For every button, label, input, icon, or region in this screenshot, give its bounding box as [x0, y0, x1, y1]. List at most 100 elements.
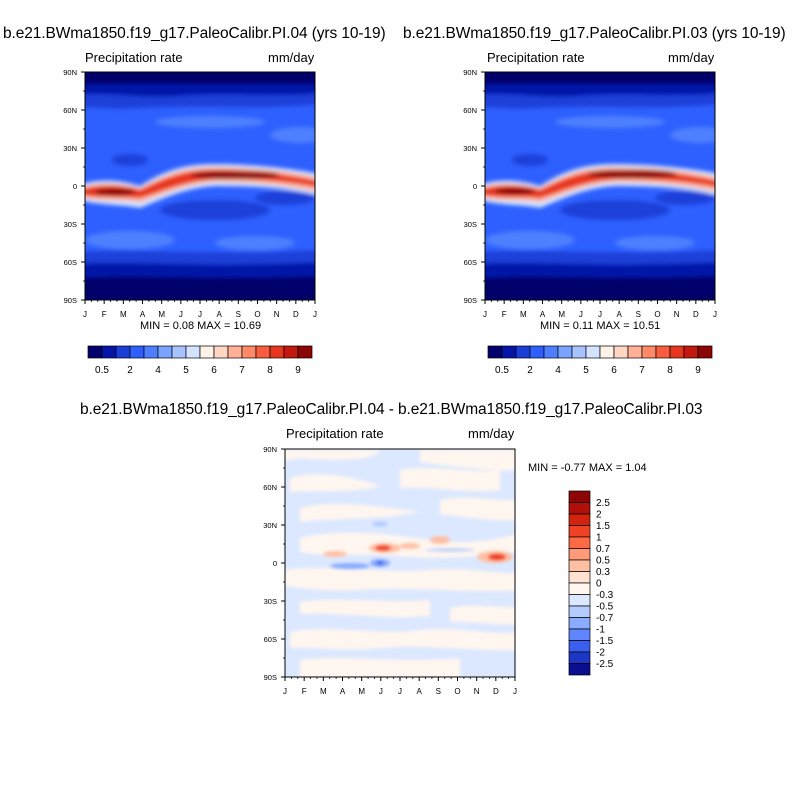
panel3-x-tick-label: J: [398, 687, 402, 696]
panel3-x-tick-label: D: [493, 687, 499, 696]
panel1-colorbar-label: 0.5: [95, 365, 109, 376]
panel2-colorbar-swatch: [557, 345, 573, 359]
panel2-colorbar-swatch: [599, 345, 615, 359]
panel3-colorbar-label: 1.5: [596, 521, 610, 532]
panel1-y-tick-label: 90S: [64, 296, 77, 305]
panel1-x-tick-label: M: [120, 310, 127, 319]
panel1-min-max: MIN = 0.08 MAX = 10.69: [140, 320, 262, 332]
panel3-x-tick-label: M: [358, 687, 365, 696]
panel2-colorbar-swatch: [501, 345, 517, 359]
panel3-colorbar-swatch: [568, 651, 591, 664]
panel1-colorbar-label: 8: [267, 365, 273, 376]
panel1-y-tick-label: 60N: [63, 106, 77, 115]
panel2-colorbar-swatch: [669, 345, 685, 359]
panel2-colorbar-swatch: [683, 345, 699, 359]
panel1-colorbar-swatch: [157, 345, 173, 359]
panel3-colorbar-label: -0.3: [596, 590, 614, 601]
panel3-colorbar-swatch: [568, 663, 591, 676]
panel1-colorbar: 0.5 2 4 5 6 7 8 9: [87, 345, 313, 376]
panel2-x-tick-label: J: [598, 310, 602, 319]
panel2-colorbar-swatch: [613, 345, 629, 359]
panel2-min-max: MIN = 0.11 MAX = 10.51: [540, 320, 661, 332]
panel3-field: [285, 449, 515, 677]
panel1-colorbar-swatch: [115, 345, 131, 359]
panel1-colorbar-label: 9: [295, 365, 301, 376]
panel3-colorbar-swatch: [568, 559, 591, 572]
panel3-colorbar-label: 2: [596, 510, 602, 521]
panel1-x-tick-label: J: [179, 310, 183, 319]
panel3-colorbar-swatch: [568, 502, 591, 515]
panel1-colorbar-swatch: [199, 345, 215, 359]
panel3-colorbar-swatch: [568, 617, 591, 630]
panel2-colorbar-swatch: [487, 345, 503, 359]
panel3-x-tick-label: J: [283, 687, 287, 696]
panel1-colorbar-label: 6: [211, 365, 217, 376]
panel1-y-tick-label: 60S: [64, 258, 77, 267]
panel2-colorbar-label: 8: [667, 365, 673, 376]
panel3-colorbar-swatch: [568, 490, 591, 503]
panel3-y-tick-label: 90S: [264, 673, 277, 682]
panel2-colorbar-label: 9: [695, 365, 701, 376]
panel2-x-tick-label: J: [483, 310, 487, 319]
panel1-title: b.e21.BWma1850.f19_g17.PaleoCalibr.PI.04…: [3, 25, 386, 42]
panel3-colorbar-label: 0.7: [596, 544, 610, 555]
panel1-colorbar-swatch: [269, 345, 285, 359]
panel1-colorbar-swatch: [185, 345, 201, 359]
panel3-colorbar-swatch: [568, 594, 591, 607]
panel1-x-tick-label: A: [140, 310, 146, 319]
panel2-colorbar-label: 4: [555, 365, 561, 376]
panel1-colorbar-swatch: [213, 345, 229, 359]
panel2-colorbar-swatch: [543, 345, 559, 359]
panel2-x-tick-label: A: [616, 310, 622, 319]
panel3-colorbar-label: 0.5: [596, 556, 610, 567]
panel3-axes: J F M A M J J A S O N D J 90N 60N 30N 0 30S 60S 90S: [263, 445, 517, 696]
panel2-plot: J F M A M J J A S O N D J 90N 60N 30N 0 30S 60S 90S: [463, 68, 717, 319]
panel3-units-label: mm/day: [468, 426, 515, 441]
panel1-variable-label: Precipitation rate: [85, 50, 183, 65]
panel3-colorbar-swatch: [568, 548, 591, 561]
panel1-colorbar-label: 4: [155, 365, 161, 376]
panel2-colorbar-swatch: [585, 345, 601, 359]
panel2-colorbar: 0.5 2 4 5 6 7 8 9: [487, 345, 713, 376]
panel1-x-tick-label: A: [216, 310, 222, 319]
panel3-x-tick-label: S: [436, 687, 441, 696]
panel3-colorbar-swatch: [568, 571, 591, 584]
panel2-colorbar-swatch: [641, 345, 657, 359]
panel3-min-max: MIN = -0.77 MAX = 1.04: [528, 462, 647, 474]
panel3-colorbar-label: 0.3: [596, 567, 610, 578]
panel2-colorbar-swatch: [655, 345, 671, 359]
panel3-colorbar-label: -0.5: [596, 602, 614, 613]
panel2-title: b.e21.BWma1850.f19_g17.PaleoCalibr.PI.03…: [403, 25, 786, 42]
panel1-y-tick-label: 90N: [63, 68, 77, 77]
panel2-colorbar-label: 6: [611, 365, 617, 376]
panel1-x-tick-label: O: [254, 310, 260, 319]
panel2-x-tick-label: M: [558, 310, 565, 319]
panel2-colorbar-swatch: [515, 345, 531, 359]
panel3-colorbar: 2.521.510.70.50.30-0.3-0.5-0.7-1-1.5-2-2…: [568, 490, 614, 676]
panel3-colorbar-swatch: [568, 628, 591, 641]
panel1-field: [85, 72, 315, 300]
panel2-y-tick-label: 90S: [464, 296, 477, 305]
panel1-colorbar-swatch: [255, 345, 271, 359]
panel3-x-tick-label: F: [302, 687, 307, 696]
panel2-colorbar-swatch: [529, 345, 545, 359]
panel1-colorbar-swatch: [143, 345, 159, 359]
panel2-x-tick-label: N: [674, 310, 680, 319]
panel2-colorbar-swatch: [571, 345, 587, 359]
panel2-y-tick-label: 0: [473, 182, 477, 191]
panel3-x-tick-label: M: [320, 687, 327, 696]
panel3-colorbar-swatch: [568, 536, 591, 549]
panel2-x-tick-label: F: [502, 310, 507, 319]
panel3-colorbar-swatch: [568, 640, 591, 653]
panel3-y-tick-label: 30S: [264, 597, 277, 606]
panel3-plot: J F M A M J J A S O N D J 90N 60N 30N 0 30S 60S 90S: [263, 445, 517, 696]
panel1-colorbar-swatch: [129, 345, 145, 359]
panel3-colorbar-label: 1: [596, 533, 602, 544]
panel1-colorbar-swatch: [297, 345, 313, 359]
panel2-y-tick-label: 60N: [463, 106, 477, 115]
panel3-x-tick-label: N: [474, 687, 480, 696]
panel1-y-tick-label: 0: [73, 182, 77, 191]
panel1-colorbar-swatch: [283, 345, 299, 359]
panel1-colorbar-swatch: [171, 345, 187, 359]
panel3-x-tick-label: J: [513, 687, 517, 696]
